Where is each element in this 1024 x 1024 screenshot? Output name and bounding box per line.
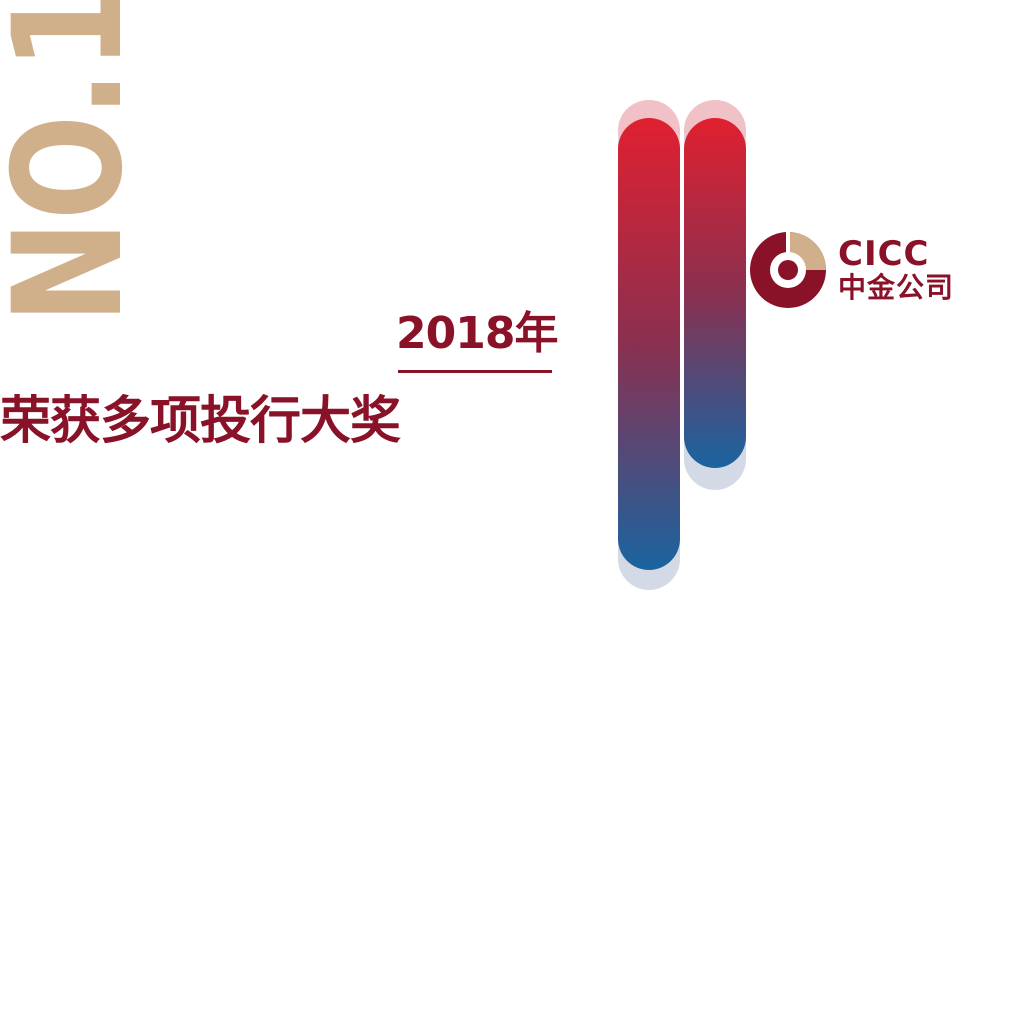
left-bar: [618, 118, 680, 570]
gradient-bars-graphic: [618, 100, 746, 590]
no1-badge: NO.1: [0, 0, 124, 324]
right-bar: [684, 118, 746, 468]
divider-line: [398, 370, 552, 373]
cicc-logo-icon: [750, 232, 826, 308]
year-label: 2018年: [396, 308, 558, 359]
no1-text: NO.1: [0, 0, 124, 324]
logo-name-cn: 中金公司: [838, 271, 955, 304]
headline-title: 荣获多项投行大奖: [0, 392, 401, 451]
logo-name-en: CICC: [838, 234, 930, 274]
